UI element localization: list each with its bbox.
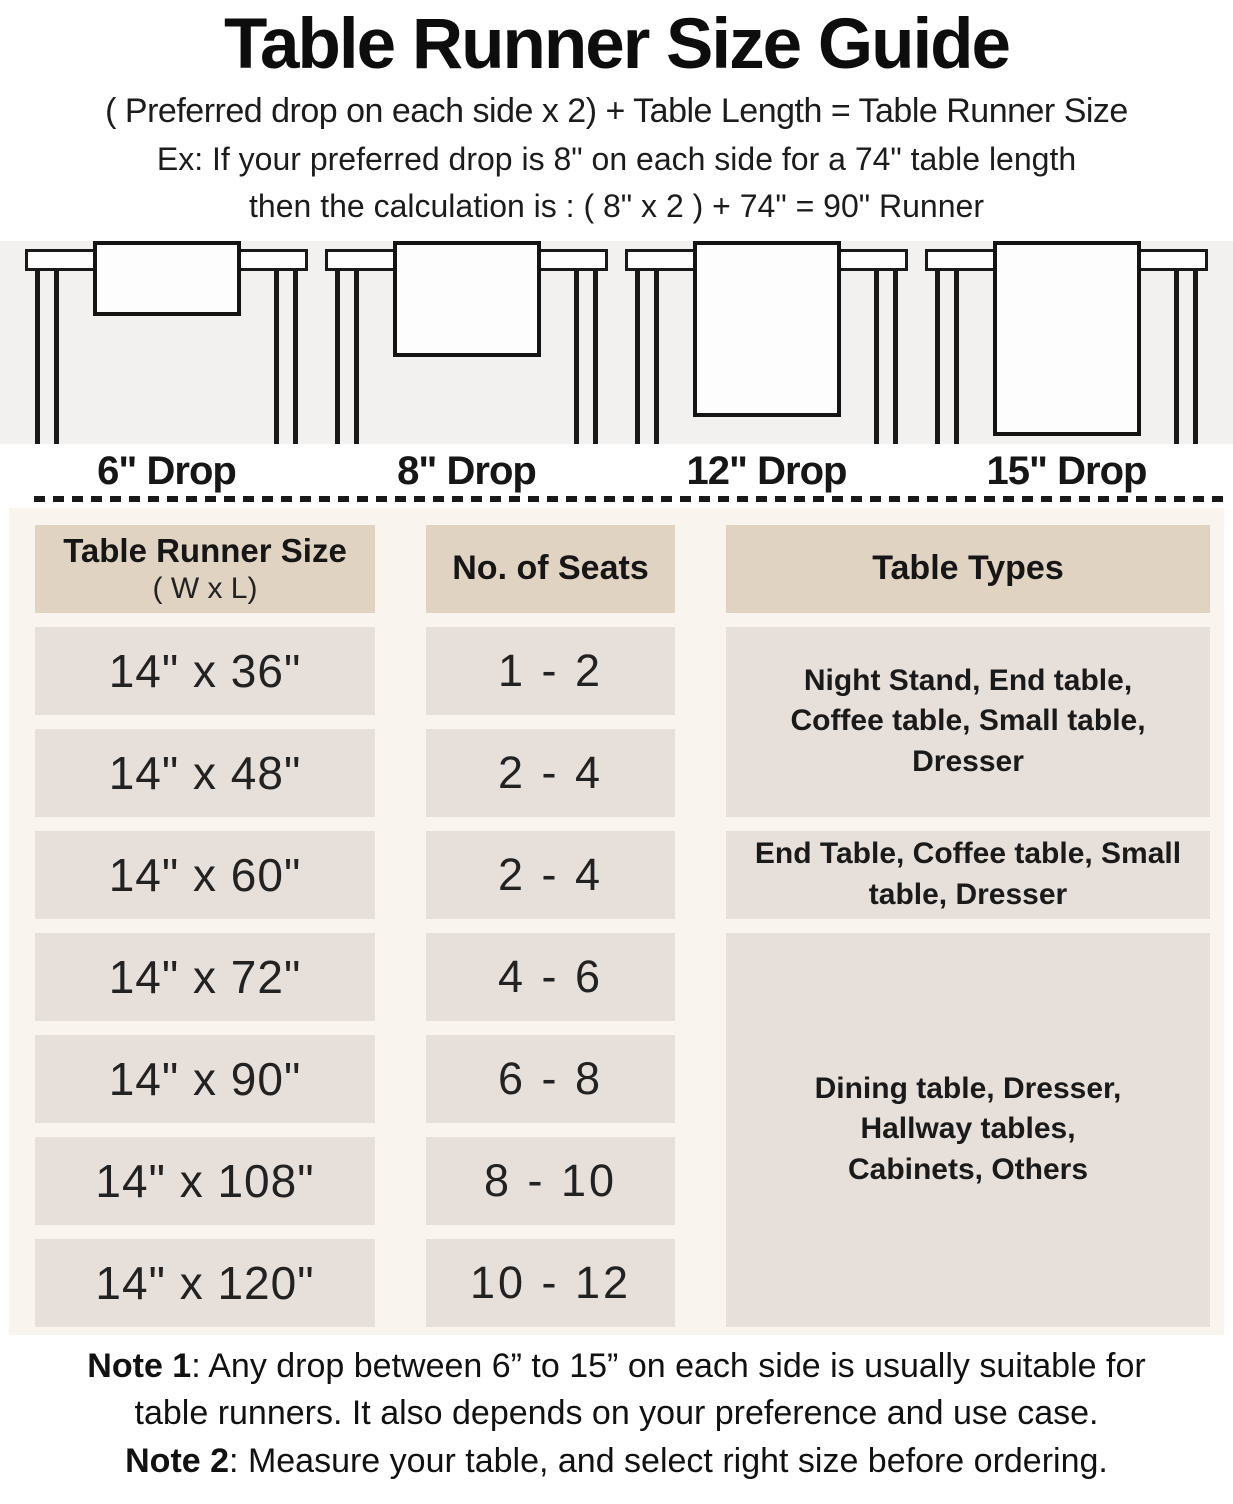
notes-section: Note 1: Any drop between 6” to 15” on ea… <box>0 1343 1233 1486</box>
runner-icon <box>392 240 541 357</box>
drop-label-15: 15" Drop <box>986 448 1148 493</box>
col-header-seats: No. of Seats <box>426 524 675 613</box>
col-header-runner-size-title: Table Runner Size <box>63 531 347 569</box>
table-row-seats-3: 4 - 6 <box>426 932 675 1021</box>
page-title: Table Runner Size Guide <box>223 5 1011 84</box>
runner-icon <box>92 240 241 316</box>
table-row-seats-6: 10 - 12 <box>426 1238 675 1327</box>
table-row-seats-2: 2 - 4 <box>426 830 675 919</box>
drop-diagrams-band <box>0 240 1233 444</box>
note-2: Note 2: Measure your table, and select r… <box>125 1441 1108 1480</box>
table-diagram-15-drop <box>923 240 1210 444</box>
table-leg-icon <box>335 268 359 444</box>
table-row-seats-5: 8 - 10 <box>426 1136 675 1225</box>
col-header-runner-size-sub: ( W x L) <box>152 571 258 605</box>
table-row-seats-1: 2 - 4 <box>426 728 675 817</box>
table-row-size-4: 14" x 90" <box>35 1034 375 1123</box>
example-line-2: then the calculation is : ( 8" x 2 ) + 7… <box>249 187 984 224</box>
note-2-label: Note 2 <box>125 1441 230 1480</box>
table-types-group-3: Dining table, Dresser, Hallway tables, C… <box>726 932 1210 1327</box>
table-leg-icon <box>874 268 898 444</box>
table-leg-icon <box>574 268 598 444</box>
table-diagram-6-drop <box>23 240 310 444</box>
example-line-1: Ex: If your preferred drop is 8" on each… <box>156 140 1077 177</box>
drop-labels-row: 6" Drop 8" Drop 12" Drop 15" Drop <box>0 448 1233 494</box>
table-row-seats-0: 1 - 2 <box>426 626 675 715</box>
table-leg-icon <box>35 268 59 444</box>
table-row-size-6: 14" x 120" <box>35 1238 375 1327</box>
note-1: Note 1: Any drop between 6” to 15” on ea… <box>87 1346 1146 1433</box>
dashed-divider <box>34 495 1227 502</box>
note-1-label: Note 1 <box>87 1346 192 1385</box>
drop-label-12: 12" Drop <box>686 448 848 493</box>
table-row-seats-4: 6 - 8 <box>426 1034 675 1123</box>
col-header-runner-size: Table Runner Size ( W x L) <box>35 524 375 613</box>
runner-icon <box>992 240 1141 436</box>
size-table: Table Runner Size ( W x L) No. of Seats … <box>35 524 1210 1327</box>
table-row-size-5: 14" x 108" <box>35 1136 375 1225</box>
formula-text: ( Preferred drop on each side x 2) + Tab… <box>105 91 1128 130</box>
table-leg-icon <box>635 268 659 444</box>
table-leg-icon <box>935 268 959 444</box>
table-leg-icon <box>1174 268 1198 444</box>
table-types-group-2: End Table, Coffee table, Small table, Dr… <box>726 830 1210 919</box>
col-header-table-types: Table Types <box>726 524 1210 613</box>
table-leg-icon <box>274 268 298 444</box>
table-row-size-3: 14" x 72" <box>35 932 375 1021</box>
size-table-panel: Table Runner Size ( W x L) No. of Seats … <box>9 507 1224 1335</box>
drop-label-6: 6" Drop <box>97 448 237 493</box>
table-row-size-2: 14" x 60" <box>35 830 375 919</box>
table-row-size-1: 14" x 48" <box>35 728 375 817</box>
table-diagram-12-drop <box>623 240 910 444</box>
table-row-size-0: 14" x 36" <box>35 626 375 715</box>
runner-icon <box>692 240 841 417</box>
drop-label-8: 8" Drop <box>397 448 537 493</box>
size-guide-infographic: Table Runner Size Guide ( Preferred drop… <box>0 4 1233 1485</box>
table-diagram-8-drop <box>323 240 610 444</box>
table-types-group-1: Night Stand, End table, Coffee table, Sm… <box>726 626 1210 817</box>
